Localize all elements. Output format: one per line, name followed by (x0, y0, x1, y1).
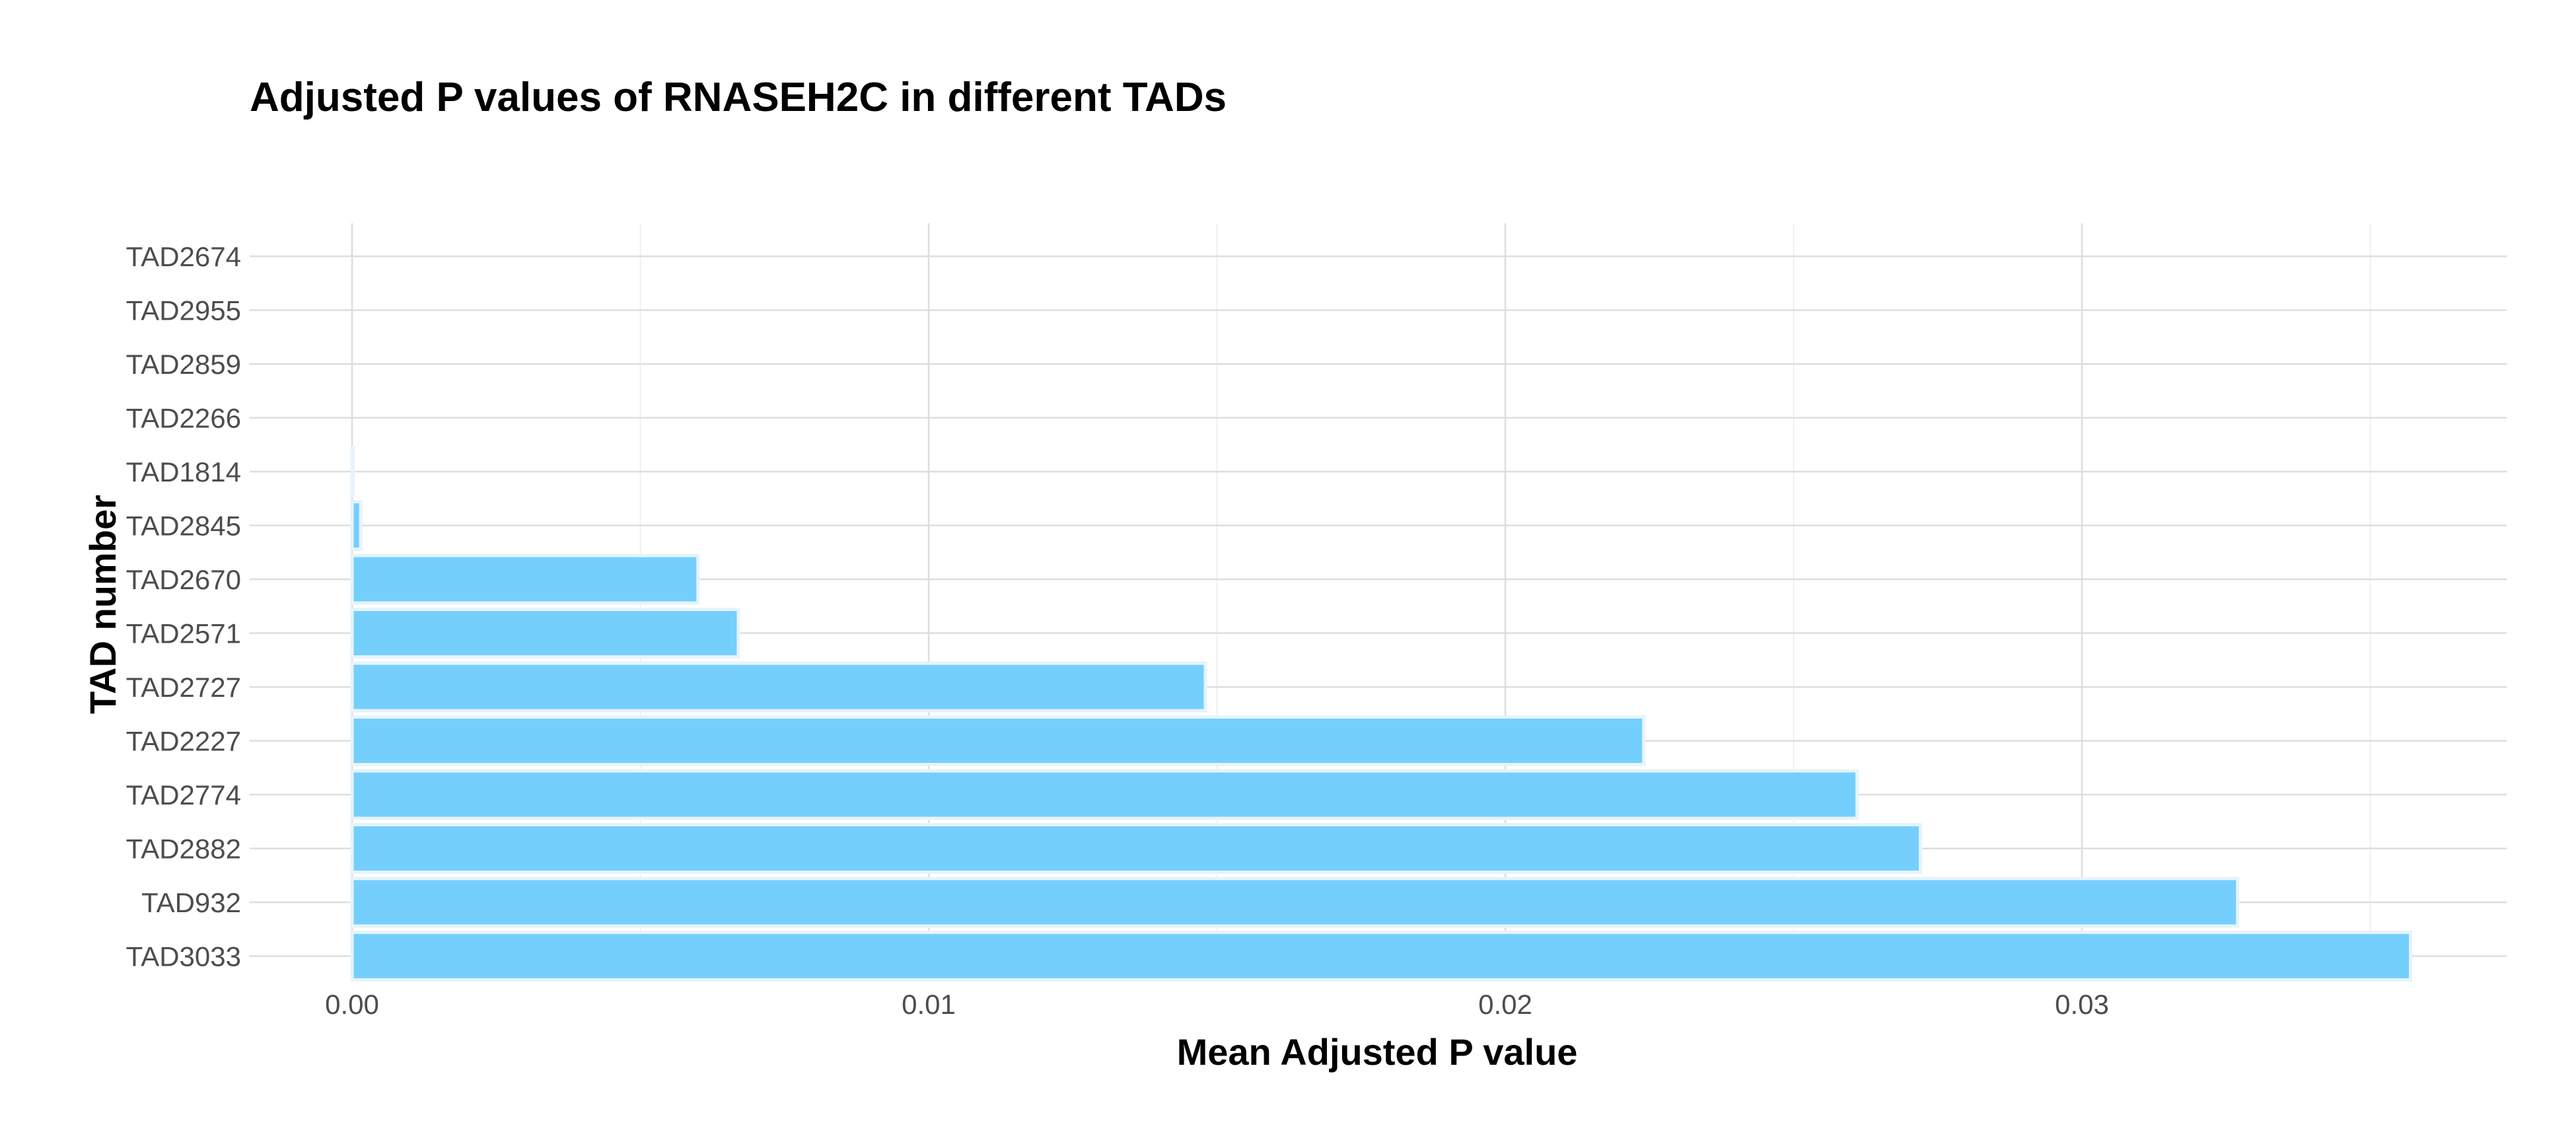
bar-tad2774 (350, 769, 1859, 820)
y-tick-label: TAD2670 (126, 564, 241, 595)
x-tick-label: 0.00 (325, 989, 379, 1020)
bar-tad2670 (350, 554, 700, 605)
y-tick-label: TAD2571 (126, 618, 241, 649)
x-tick-label: 0.02 (1478, 989, 1532, 1020)
bar-tad2727 (350, 661, 1207, 713)
y-tick-label: TAD2882 (126, 834, 241, 865)
y-tick-label: TAD2227 (126, 726, 241, 757)
bar-tad2882 (350, 823, 1923, 874)
x-tick-label: 0.01 (902, 989, 956, 1020)
bars (350, 446, 2413, 982)
bar-tad2227 (350, 715, 1646, 766)
bar-tad3033 (350, 931, 2413, 982)
y-axis-tick-labels: TAD2674 TAD2955 TAD2859 TAD2266 TAD1814 TAD28… (126, 241, 241, 972)
y-tick-label: TAD2845 (126, 511, 241, 542)
bar-tad2571 (350, 608, 740, 659)
bar-tad2845 (350, 500, 363, 551)
x-axis-tick-labels: 0.00 0.01 0.02 0.03 (325, 989, 2109, 1020)
x-tick-label: 0.03 (2055, 989, 2109, 1020)
y-tick-label: TAD2859 (126, 349, 241, 380)
y-tick-label: TAD2774 (126, 779, 241, 810)
y-tick-label: TAD2727 (126, 672, 241, 703)
y-axis-title: TAD number (82, 495, 124, 714)
chart-title: Adjusted P values of RNASEH2C in differe… (250, 75, 1227, 120)
y-tick-label: TAD2266 (126, 403, 241, 434)
bar-tad1814 (350, 446, 355, 497)
y-tick-label: TAD3033 (126, 941, 241, 972)
y-tick-label: TAD932 (141, 887, 241, 918)
y-tick-label: TAD2955 (126, 295, 241, 326)
y-tick-label: TAD1814 (126, 456, 241, 487)
x-axis-title: Mean Adjusted P value (1177, 1031, 1578, 1073)
bar-tad932 (350, 877, 2240, 928)
y-tick-label: TAD2674 (126, 241, 241, 272)
